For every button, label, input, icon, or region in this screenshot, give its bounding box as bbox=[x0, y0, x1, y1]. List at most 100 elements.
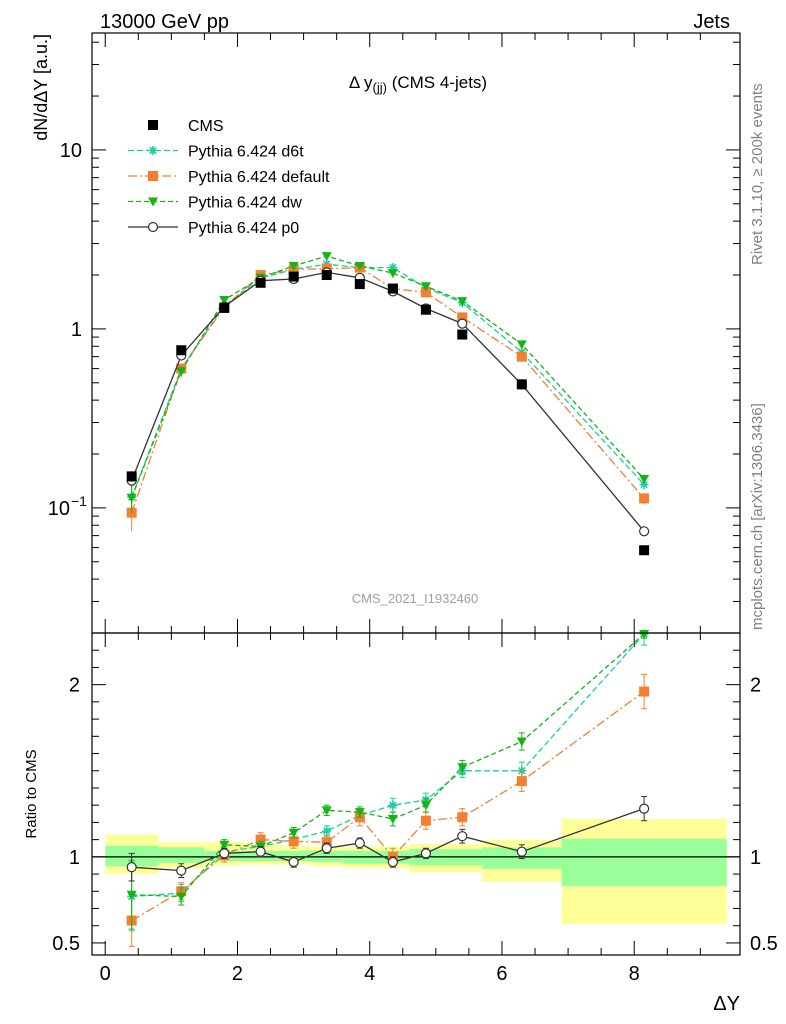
ratio-point-dw bbox=[126, 890, 137, 900]
ratio-y-tick-label: 0.5 bbox=[52, 933, 80, 955]
ratio-y-axis-label: Ratio to CMS bbox=[23, 749, 40, 838]
x-tick-label: 4 bbox=[364, 963, 375, 985]
data-point-dw bbox=[176, 367, 187, 377]
series-line-d6t bbox=[131, 263, 645, 498]
data-point-cms bbox=[639, 545, 650, 556]
data-point-cms bbox=[255, 277, 266, 288]
ratio-point-dw bbox=[516, 737, 527, 747]
ratio-point-dw bbox=[387, 814, 398, 824]
data-point-default bbox=[516, 351, 527, 362]
ratio-point-default bbox=[288, 836, 299, 847]
ratio-point-p0 bbox=[288, 856, 299, 868]
ratio-line-dw bbox=[131, 633, 645, 898]
ratio-point-default bbox=[321, 837, 332, 848]
data-point-dw bbox=[126, 493, 137, 503]
data-point-cms bbox=[354, 279, 365, 290]
ratio-point-p0 bbox=[321, 843, 332, 854]
ratio-point-default bbox=[255, 834, 266, 845]
y-tick-label: 10 bbox=[48, 498, 70, 520]
data-point-dw bbox=[516, 340, 527, 350]
ratio-point-dw bbox=[639, 630, 650, 639]
ratio-y-tick-label-right: 0.5 bbox=[750, 933, 778, 955]
data-point-dw bbox=[639, 475, 650, 485]
ratio-point-default bbox=[420, 815, 431, 826]
source-label: mcplots.cern.ch [arXiv:1306.3436] bbox=[749, 403, 766, 630]
ratio-point-p0 bbox=[516, 846, 527, 857]
plot-title-sub: (jj) bbox=[373, 80, 387, 95]
ratio-point-p0 bbox=[457, 831, 468, 842]
ratio-point-default bbox=[639, 686, 650, 697]
data-point-cms bbox=[321, 270, 332, 281]
legend-entry-d6t: Pythia 6.424 d6t bbox=[128, 144, 304, 161]
series-cms bbox=[126, 270, 650, 556]
ratio-point-dw bbox=[420, 801, 431, 811]
data-point-dw bbox=[321, 252, 332, 262]
rivet-label: Rivet 3.1.10, ≥ 200k events bbox=[749, 83, 766, 265]
legend-entry-cms: CMS bbox=[148, 118, 224, 135]
ratio-plot-axes: 0.5 0.5 1 1 2 2 0 2 4 6 8 bbox=[52, 633, 778, 985]
energy-label: 13000 GeV pp bbox=[100, 11, 229, 33]
plot-title-main: Δ y bbox=[349, 73, 373, 92]
x-tick-label: 8 bbox=[629, 963, 640, 985]
ratio-y-tick-label: 2 bbox=[69, 675, 80, 697]
ratio-point-dw bbox=[176, 892, 187, 902]
ratio-y-tick-label-right: 2 bbox=[750, 675, 761, 697]
legend-entry-dw: Pythia 6.424 dw bbox=[128, 195, 302, 212]
series-line-dw bbox=[131, 255, 645, 498]
ratio-point-p0 bbox=[639, 803, 650, 814]
ratio-line-p0 bbox=[131, 807, 645, 872]
ratio-plot-frame bbox=[91, 632, 741, 956]
data-point-default bbox=[639, 493, 650, 504]
ratio-plot-data bbox=[92, 629, 740, 947]
series-line-default bbox=[131, 266, 645, 513]
ratio-y-tick-label: 1 bbox=[69, 847, 80, 869]
legend-marker-p0 bbox=[147, 221, 159, 233]
ratio-line-d6t bbox=[131, 633, 645, 898]
x-tick-label: 6 bbox=[496, 963, 507, 985]
ratio-series-p0 bbox=[126, 796, 650, 882]
series-line-p0 bbox=[131, 271, 645, 532]
data-point-cms bbox=[420, 304, 431, 315]
x-tick-label: 0 bbox=[100, 963, 111, 985]
y-tick-label-exponent: −1 bbox=[71, 493, 87, 509]
uncertainty-band-inner bbox=[561, 838, 727, 887]
plot-title-rest: (CMS 4-jets) bbox=[387, 73, 487, 92]
ratio-point-p0 bbox=[255, 846, 266, 857]
legend-marker-cms bbox=[148, 120, 158, 130]
ratio-point-p0 bbox=[354, 837, 365, 849]
data-point-default bbox=[457, 312, 468, 323]
y-axis-label: dN/dΔY [a.u.] bbox=[31, 34, 51, 141]
ratio-point-dw bbox=[457, 763, 468, 773]
ratio-plot-panel: 0.5 0.5 1 1 2 2 0 2 4 6 8 Ratio to CMS ΔY bbox=[23, 629, 778, 1015]
ratio-line-default bbox=[131, 690, 645, 922]
uncertainty-band-inner bbox=[277, 850, 311, 862]
ratio-point-d6t bbox=[388, 800, 398, 810]
data-point-cms bbox=[457, 329, 468, 340]
data-point-d6t bbox=[388, 263, 398, 273]
ratio-point-dw bbox=[354, 808, 365, 818]
ratio-point-default bbox=[516, 776, 527, 787]
legend-marker-dw bbox=[148, 197, 158, 207]
legend-label-dw: Pythia 6.424 dw bbox=[188, 195, 302, 212]
data-point-dw bbox=[387, 269, 398, 279]
data-point-d6t bbox=[639, 480, 649, 490]
main-plot-data bbox=[126, 252, 650, 556]
ratio-point-default bbox=[457, 812, 468, 823]
uncertainty-band-inner bbox=[158, 847, 205, 863]
data-point-cms bbox=[219, 302, 230, 313]
legend-entry-default: Pythia 6.424 default bbox=[128, 169, 330, 186]
ratio-point-dw bbox=[219, 840, 230, 850]
legend-marker-default bbox=[148, 171, 158, 181]
x-axis-label: ΔY bbox=[713, 993, 740, 1015]
ratio-point-p0 bbox=[387, 856, 398, 868]
analysis-id: CMS_2021_I1932460 bbox=[352, 591, 479, 606]
legend-label-p0: Pythia 6.424 p0 bbox=[188, 220, 299, 237]
process-label: Jets bbox=[693, 11, 730, 33]
data-point-dw bbox=[420, 282, 431, 292]
data-point-cms bbox=[126, 471, 137, 482]
data-point-cms bbox=[288, 271, 299, 282]
ratio-point-p0 bbox=[126, 862, 137, 873]
ratio-point-p0 bbox=[219, 848, 230, 859]
